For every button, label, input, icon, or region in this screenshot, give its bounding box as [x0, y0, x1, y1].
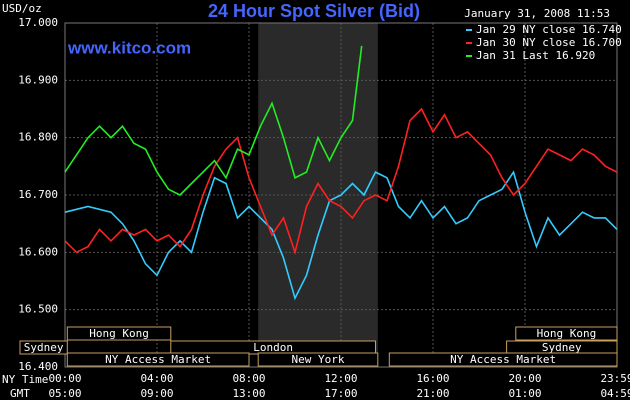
x-tick-label: 12:00 — [324, 372, 357, 385]
session-label: Sydney — [24, 341, 64, 354]
x2-tick-label: 05:00 — [48, 387, 81, 400]
x-axis-label: NY Time — [2, 373, 48, 386]
x2-tick-label: 17:00 — [324, 387, 357, 400]
session-box — [19, 340, 68, 355]
annotation: www.kitco.com — [67, 38, 191, 57]
y-tick-label: 16.700 — [18, 188, 58, 201]
legend-label: Jan 30 NY close 16.700 — [476, 36, 622, 49]
y-tick-label: 16.800 — [18, 131, 58, 144]
y-tick-label: 16.400 — [18, 360, 58, 373]
x2-tick-label: 13:00 — [232, 387, 265, 400]
y-tick-label: 17.000 — [18, 16, 58, 29]
y-tick-label: 16.900 — [18, 73, 58, 86]
x2-axis-label: GMT — [10, 387, 30, 400]
x2-tick-label: 09:00 — [140, 387, 173, 400]
timestamp: January 31, 2008 11:53 — [464, 7, 610, 20]
y-tick-label: 16.500 — [18, 303, 58, 316]
session-box — [515, 326, 618, 341]
series-line — [64, 107, 618, 256]
session-box — [66, 352, 250, 367]
x-tick-label: 08:00 — [232, 372, 265, 385]
session-label: Sydney — [542, 341, 582, 354]
y-tick-label: 16.600 — [18, 245, 58, 258]
session-label: New York — [292, 353, 345, 366]
session-box — [257, 352, 379, 367]
series-line — [64, 45, 363, 196]
session-label: London — [253, 341, 293, 354]
plot-frame — [64, 22, 618, 368]
x-tick-label: 20:00 — [508, 372, 541, 385]
x-tick-label: 00:00 — [48, 372, 81, 385]
session-label: NY Access Market — [450, 353, 556, 366]
session-label: Hong Kong — [89, 327, 149, 340]
y-axis-label: USD/oz — [2, 2, 42, 15]
x-tick-label: 04:00 — [140, 372, 173, 385]
chart-title: 24 Hour Spot Silver (Bid) — [208, 1, 420, 21]
legend-label: Jan 31 Last 16.920 — [476, 49, 595, 62]
x-tick-label: 23:59 — [600, 372, 630, 385]
x2-tick-label: 01:00 — [508, 387, 541, 400]
legend-label: Jan 29 NY close 16.740 — [476, 23, 622, 36]
x2-tick-label: 04:59 — [600, 387, 630, 400]
x-tick-label: 16:00 — [416, 372, 449, 385]
session-box — [388, 352, 618, 367]
session-box — [66, 326, 172, 341]
session-label: NY Access Market — [105, 353, 211, 366]
series-line — [64, 170, 618, 301]
session-label: Hong Kong — [537, 327, 597, 340]
x2-tick-label: 21:00 — [416, 387, 449, 400]
